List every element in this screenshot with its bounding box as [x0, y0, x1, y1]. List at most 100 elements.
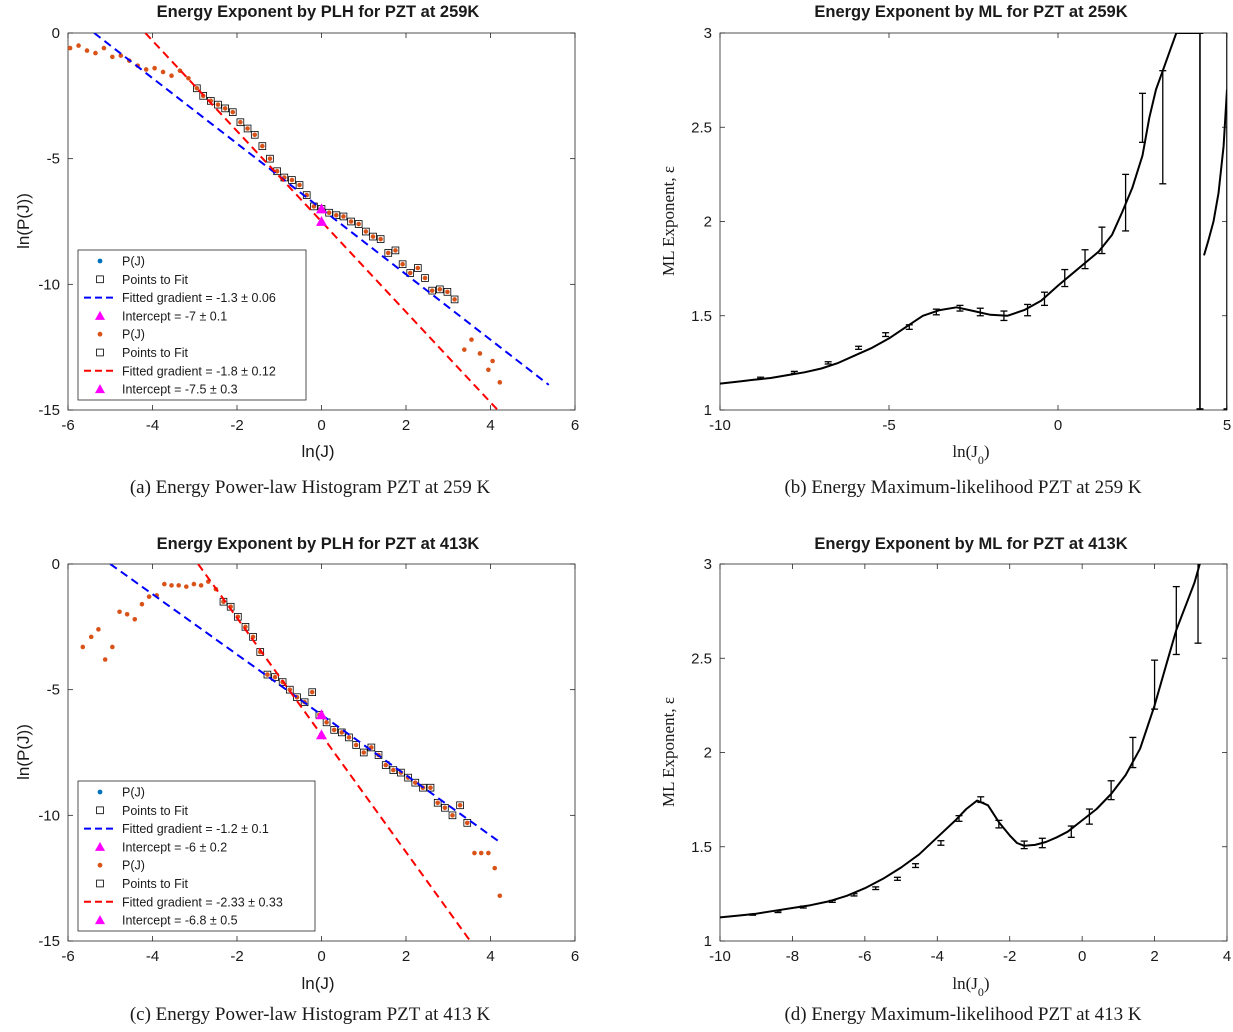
data-point-a [230, 109, 236, 115]
legend-label: Points to Fit [122, 346, 189, 360]
x-tick-label-a: 4 [486, 417, 494, 434]
fit-point-marker-c [352, 741, 360, 749]
error-bar-d [828, 899, 836, 904]
data-point-a [437, 287, 443, 292]
error-bar-d [1067, 825, 1075, 838]
legend-box-c [77, 780, 316, 932]
data-point-a [194, 85, 200, 91]
x-tick-label-b: 0 [1054, 417, 1062, 434]
fit-point-marker-a [406, 269, 415, 277]
caption-b: (b) Energy Maximum-likelihood PZT at 259… [784, 477, 1141, 498]
y-tick-label-d: 1 [704, 933, 712, 950]
data-layer-a [68, 33, 550, 410]
data-point-a [486, 367, 491, 373]
data-point-c [96, 627, 101, 632]
data-point-c [324, 720, 329, 725]
fit-point-marker-a [398, 260, 407, 269]
error-bar-d [1194, 564, 1202, 644]
legend-item-a: Points to Fit [96, 346, 189, 360]
y-tick-label-c: -5 [47, 682, 60, 699]
error-bar-d [912, 863, 920, 869]
legend-dot-swatch [97, 862, 103, 868]
data-point-c [383, 762, 389, 768]
data-point-a [297, 182, 302, 188]
legend-square-swatch [96, 806, 104, 815]
y-axis-label-b: ML Exponent, ε [659, 166, 678, 276]
error-bar-d [995, 819, 1003, 829]
fit-point-marker-a [443, 288, 452, 296]
fit-point-marker-a [435, 285, 444, 294]
y-tick-label-b: 1 [704, 402, 712, 419]
data-point-a [215, 102, 221, 107]
legend-item-c: Intercept = -6 ± 0.2 [95, 840, 227, 854]
legend-square-swatch [96, 879, 104, 888]
caption-d: (d) Energy Maximum-likelihood PZT at 413… [784, 1004, 1141, 1025]
error-bar-b [1098, 226, 1106, 255]
fit-point-marker-c [456, 801, 464, 810]
fit-point-marker-a [362, 227, 370, 236]
x-tick-label-d: -4 [931, 948, 944, 965]
legend-dot-swatch [97, 789, 103, 795]
x-tick-label-a: 6 [571, 417, 579, 434]
data-point-a [110, 54, 115, 60]
error-bar-d [977, 796, 985, 804]
legend-item-a: Points to Fit [96, 273, 189, 287]
x-tick-label-d: -8 [786, 948, 799, 965]
plot-area-b: -10 -5 0 5 1 1.5 2 2.5 3 [691, 25, 1231, 434]
data-point-c [110, 644, 115, 650]
legend-triangle-swatch [95, 915, 105, 925]
legend-label: P(J) [122, 859, 145, 873]
x-tick-label-d: 2 [1150, 948, 1158, 965]
legend-item-a: Intercept = -7.5 ± 0.3 [95, 383, 238, 397]
error-bar-b [932, 308, 940, 316]
ml-curve-d [720, 564, 1201, 919]
error-bar-d [1085, 808, 1093, 825]
legend-box-a [77, 249, 307, 401]
y-tick-label-a: 0 [52, 25, 60, 42]
plot-area-a: -6 -4 -2 0 2 4 6 0 -5 -10 -15 P(J) Points to Fit Fitt… [38, 25, 579, 434]
error-bar-d [1129, 736, 1137, 769]
data-point-c [478, 850, 484, 856]
data-point-c [497, 893, 503, 899]
data-point-c [450, 813, 455, 818]
data-point-a [469, 337, 474, 342]
error-bar-d [1020, 840, 1028, 850]
data-point-c [346, 735, 352, 740]
legend-dot-swatch [97, 258, 103, 264]
data-point-a [267, 156, 273, 161]
data-point-c [412, 780, 418, 785]
legend-c: P(J) Points to Fit Fitted gradient = -1.2 … [77, 780, 316, 932]
x-tick-label-b: -5 [882, 417, 895, 434]
data-point-c [391, 767, 396, 773]
data-point-a [93, 50, 98, 56]
y-tick-label-c: -15 [38, 933, 60, 950]
fit-point-marker-c [448, 811, 457, 820]
data-point-a [415, 265, 421, 271]
data-point-c [191, 581, 197, 587]
y-tick-label-d: 2.5 [691, 650, 712, 667]
legend-square-swatch [96, 275, 104, 284]
caption-c: (c) Energy Power-law Histogram PZT at 41… [130, 1004, 491, 1025]
fit-point-marker-c [463, 819, 472, 827]
y-axis-label-c: ln(P(J)) [14, 724, 33, 780]
data-point-a [490, 358, 495, 364]
data-point-c [457, 802, 463, 808]
y-axis-label-d: ML Exponent, ε [659, 697, 678, 807]
data-point-a [118, 53, 124, 58]
fit-point-marker-a [414, 264, 422, 272]
x-axis-label-a: ln(J) [301, 442, 334, 461]
data-point-c [117, 609, 122, 615]
data-layer-d [720, 564, 1202, 919]
data-point-c [287, 687, 293, 692]
data-point-a [84, 48, 90, 53]
data-point-c [442, 805, 448, 811]
x-tick-label-a: -2 [230, 417, 243, 434]
data-point-c [486, 850, 491, 856]
data-point-c [132, 616, 138, 622]
data-point-c [198, 583, 204, 588]
legend-square-swatch [96, 348, 104, 357]
error-bar-b [882, 332, 890, 338]
x-tick-label-a: 2 [402, 417, 410, 434]
fit-line-a [144, 33, 499, 410]
